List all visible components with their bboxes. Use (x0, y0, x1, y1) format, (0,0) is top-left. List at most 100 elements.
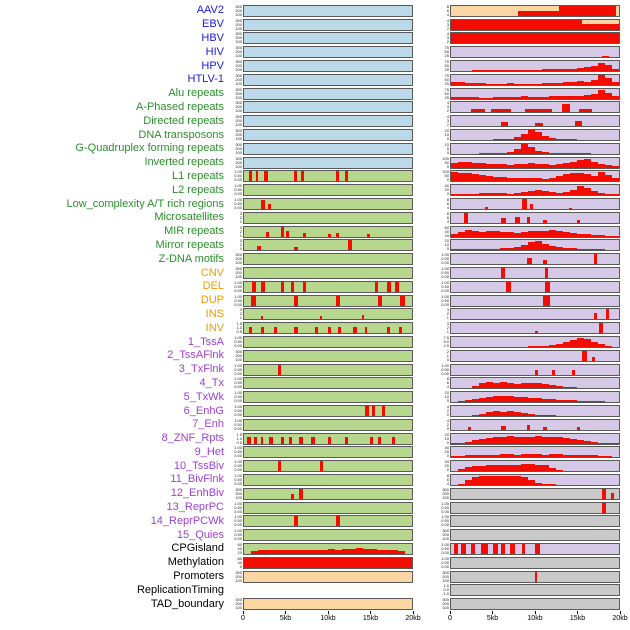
y-tick-label: 100 (235, 108, 242, 114)
track-row-2-tssaflnk: 2_TssAFlnk3002001000210 (0, 349, 630, 363)
data-bar (378, 295, 382, 306)
alu-repeats-right-panel (450, 87, 620, 100)
y-tick-label: 0.00 (441, 370, 449, 376)
track-label: 2_TssAFlnk (167, 349, 224, 362)
x-tick-mark (412, 611, 414, 615)
ebv-right-y-axis: 43210 (435, 19, 450, 31)
data-area (451, 392, 619, 403)
y-tick-label: 10 (444, 142, 449, 147)
data-bar (381, 406, 386, 416)
4-tx-left-y-axis: 1.00 0.50 0.00 (228, 377, 243, 389)
y-tick-label: 300 (235, 487, 242, 492)
data-bar (299, 437, 303, 444)
data-area (451, 227, 619, 237)
y-tick-label: 0.50 (234, 173, 242, 179)
data-bar (255, 171, 259, 182)
cpgisland-left-panel (243, 542, 413, 555)
alu-repeats-right-y-axis: 7550250 (435, 88, 450, 100)
y-tick-label: 200 (235, 490, 242, 496)
y-tick-label: 8 (446, 198, 449, 203)
y-tick-label: 40 (444, 184, 449, 189)
y-tick-label: 0.00 (234, 536, 242, 542)
10-tssbiv-right-panel (450, 460, 620, 473)
dup-right-y-axis: 1.00 0.50 0.00 (435, 295, 450, 307)
microsatellites-left-panel (243, 211, 413, 224)
track-label: 14_ReprPCWk (150, 514, 224, 527)
track-row-replicationtiming: ReplicationTiming 1.0 0.0 -1.0 (0, 583, 630, 597)
y-tick-label: 2 (446, 39, 449, 45)
y-tick-label: 200 (235, 145, 242, 151)
y-tick-label: 25 (444, 94, 449, 100)
y-tick-label: 40 (444, 460, 449, 465)
y-tick-label: 0.50 (441, 545, 449, 551)
track-row-mirror-repeats: Mirror repeats321020100 (0, 239, 630, 253)
data-area (451, 475, 619, 485)
data-bar (467, 426, 472, 430)
y-tick-label: 300 (442, 598, 449, 603)
track-row-9-het: 9_Het 1.00 0.50 0.00 40 20 0 (0, 446, 630, 460)
y-tick-label: 0.5 (236, 439, 242, 445)
z-dna-motifs-right-panel (450, 253, 620, 266)
y-tick-label: 0 (446, 246, 449, 252)
data-bar (610, 492, 614, 499)
data-bar (364, 326, 368, 334)
cpgisland-right-y-axis: 1.00 0.50 0.00 (435, 543, 450, 555)
data-area (451, 61, 619, 72)
y-tick-label: 10 (444, 242, 449, 248)
track-label: TAD_boundary (150, 597, 224, 610)
y-tick-label: 3 (239, 239, 242, 244)
data-bar (391, 437, 396, 444)
data-bar (518, 10, 559, 16)
y-tick-label: 300 (235, 18, 242, 23)
y-tick-label: 0.00 (234, 343, 242, 349)
y-tick-label: 0.00 (441, 287, 449, 293)
y-tick-label: 3 (446, 21, 449, 27)
data-bar (338, 326, 342, 334)
y-tick-label: 4 (446, 101, 449, 106)
alu-repeats-left-panel (243, 87, 413, 100)
y-tick-label: 0.50 (234, 518, 242, 524)
y-tick-label: 1.5 (236, 322, 242, 327)
y-tick-label: 100 (235, 163, 242, 169)
y-tick-label: 100 (235, 53, 242, 59)
y-tick-label: 300 (442, 529, 449, 534)
6-enhg-left-y-axis: 1.00 0.50 0.00 (228, 405, 243, 417)
data-bar (464, 212, 468, 223)
y-tick-label: 0 (446, 149, 449, 155)
data-bar (521, 543, 525, 554)
data-area (244, 544, 412, 554)
y-tick-label: 0 (446, 191, 449, 197)
11-bivflnk-left-panel (243, 473, 413, 486)
x-tick-label: 0 (448, 615, 452, 623)
y-tick-label: 20 (444, 187, 449, 193)
y-tick-label: 1.0 (236, 435, 242, 441)
data-bar (577, 220, 581, 223)
y-tick-label: -1.0 (442, 591, 449, 597)
data-bar (529, 204, 534, 210)
ins-right-panel (450, 308, 620, 321)
y-tick-label: 100 (235, 94, 242, 100)
track-row-dup: DUP 1.00 0.50 0.00 1.00 0.50 0.00 (0, 294, 630, 308)
aav2-right-y-axis: 86420 (435, 5, 450, 17)
y-tick-label: 1.00 (234, 473, 242, 478)
data-bar (280, 281, 285, 292)
x-tick-label: 10kb (527, 615, 543, 623)
hiv-right-panel (450, 46, 620, 59)
y-tick-label: 100 (235, 122, 242, 128)
5-txwk-left-panel (243, 391, 413, 404)
y-tick-label: 300 (235, 267, 242, 272)
data-bar (602, 488, 606, 499)
y-tick-label: 50 (444, 173, 449, 179)
data-bar (260, 281, 265, 292)
